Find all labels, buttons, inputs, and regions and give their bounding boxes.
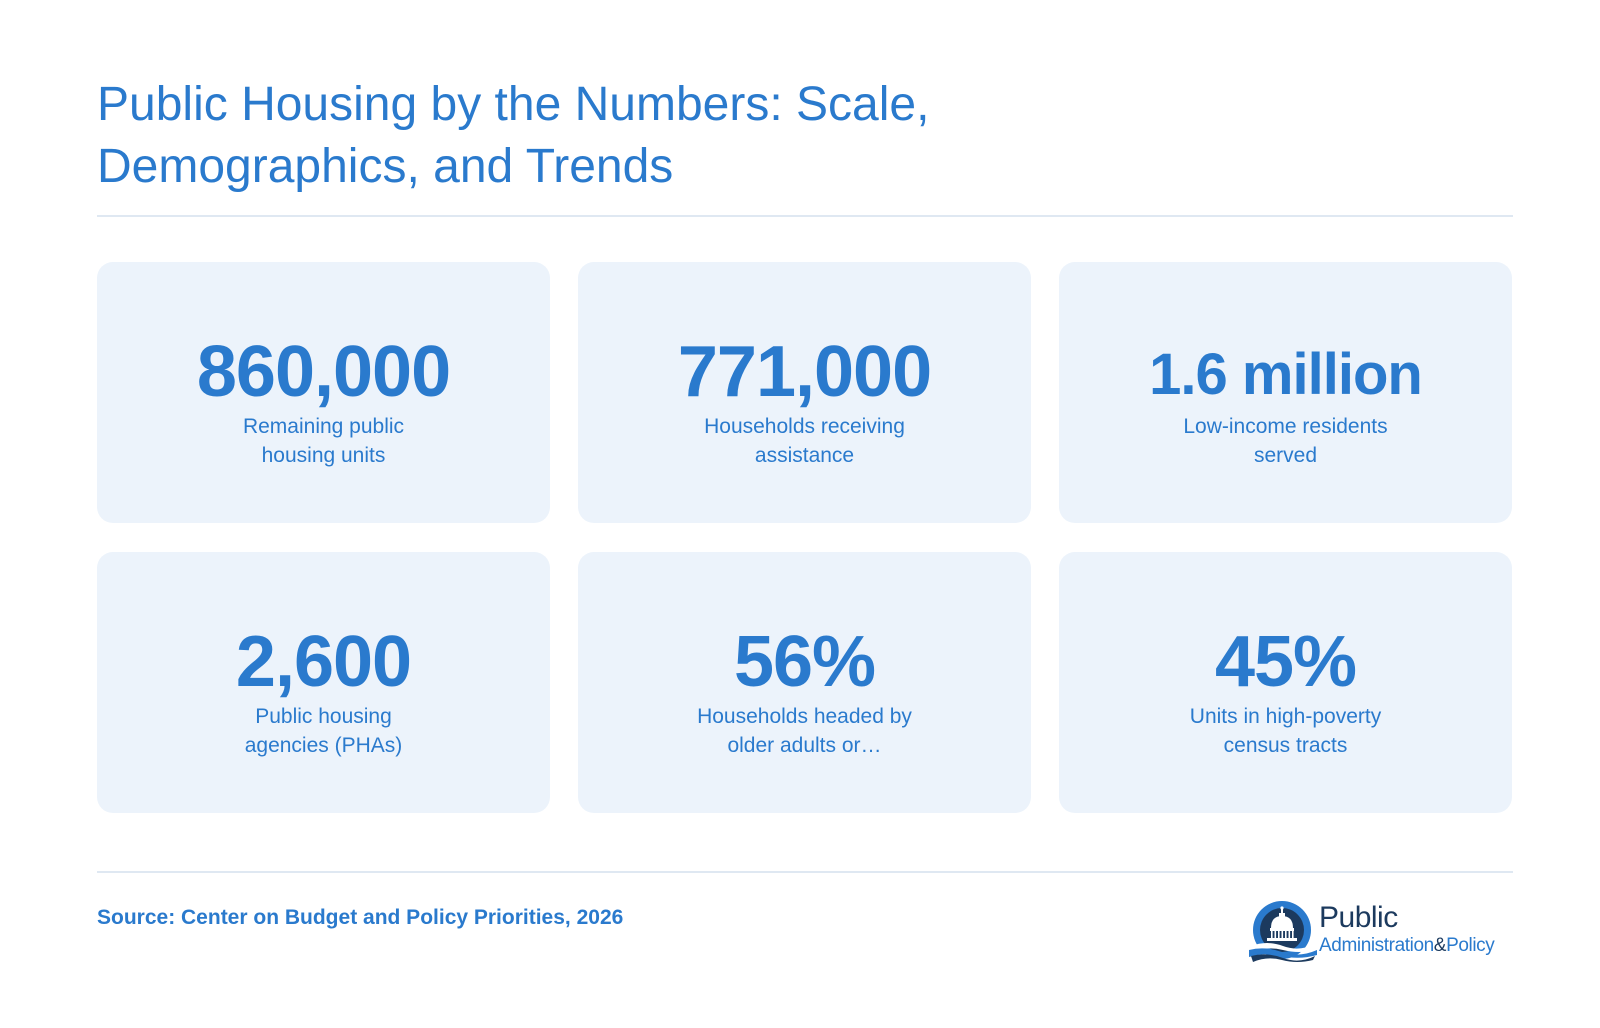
stat-label-line-1: Public housing [255,705,392,728]
stat-label-line-2: served [1253,444,1318,467]
stat-card-public-housing-units: 860,000 Remaining public housing units [97,262,550,523]
header-divider [97,215,1513,217]
stat-card-households-assisted: 771,000 Households receiving assistance [578,262,1031,523]
logo-ampersand: & [1433,935,1447,956]
stat-label-line-1: Households headed by [697,705,912,728]
stat-card-residents-served: 1.6 million Low-income residents served [1059,262,1512,523]
page-title-line-2: Demographics, and Trends [97,140,674,193]
stat-label-line-1: Remaining public [242,415,405,438]
stat-value: 1.6 million [1149,342,1423,407]
stat-label: Low-income residents served [1166,412,1406,470]
capitol-dome-icon [1249,901,1317,962]
stat-label-line-1: Units in high-poverty [1189,705,1382,728]
publisher-logo: Public Administration&Policy [1249,900,1515,966]
stat-value: 860,000 [196,332,451,412]
stat-value: 771,000 [677,332,932,412]
stat-label-line-1: Households receiving [704,415,905,438]
source-note: Source: Center on Budget and Policy Prio… [97,906,624,929]
stats-grid: 860,000 Remaining public housing units 7… [97,262,1513,813]
stat-label-line-2: census tracts [1223,734,1348,757]
logo-word-policy: Policy [1446,935,1495,956]
stat-label-line-2: agencies (PHAs) [244,734,403,757]
stat-label: Units in high-poverty census tracts [1166,702,1406,760]
page-title-line-1: Public Housing by the Numbers: Scale, [97,78,930,131]
stat-label-line-2: older adults or… [727,734,882,757]
logo-word-public: Public [1319,901,1398,934]
stat-value: 2,600 [235,622,412,702]
stat-label: Households receiving assistance [685,412,925,470]
stat-card-high-poverty-tracts: 45% Units in high-poverty census tracts [1059,552,1512,813]
stat-label-line-2: housing units [261,444,386,467]
stat-label: Remaining public housing units [204,412,444,470]
logo-word-administration: Administration [1319,935,1434,956]
stat-value: 45% [1214,622,1357,702]
stat-value: 56% [733,622,876,702]
stat-card-older-adults: 56% Households headed by older adults or… [578,552,1031,813]
logo-word-administration-policy: Administration&Policy [1319,935,1495,957]
page-title: Public Housing by the Numbers: Scale, De… [97,74,1197,198]
stat-card-housing-agencies: 2,600 Public housing agencies (PHAs) [97,552,550,813]
stat-label-line-2: assistance [754,444,855,467]
footer-divider [97,871,1513,873]
stat-label-line-1: Low-income residents [1183,415,1388,438]
stat-label: Households headed by older adults or… [685,702,925,760]
stat-label: Public housing agencies (PHAs) [204,702,444,760]
